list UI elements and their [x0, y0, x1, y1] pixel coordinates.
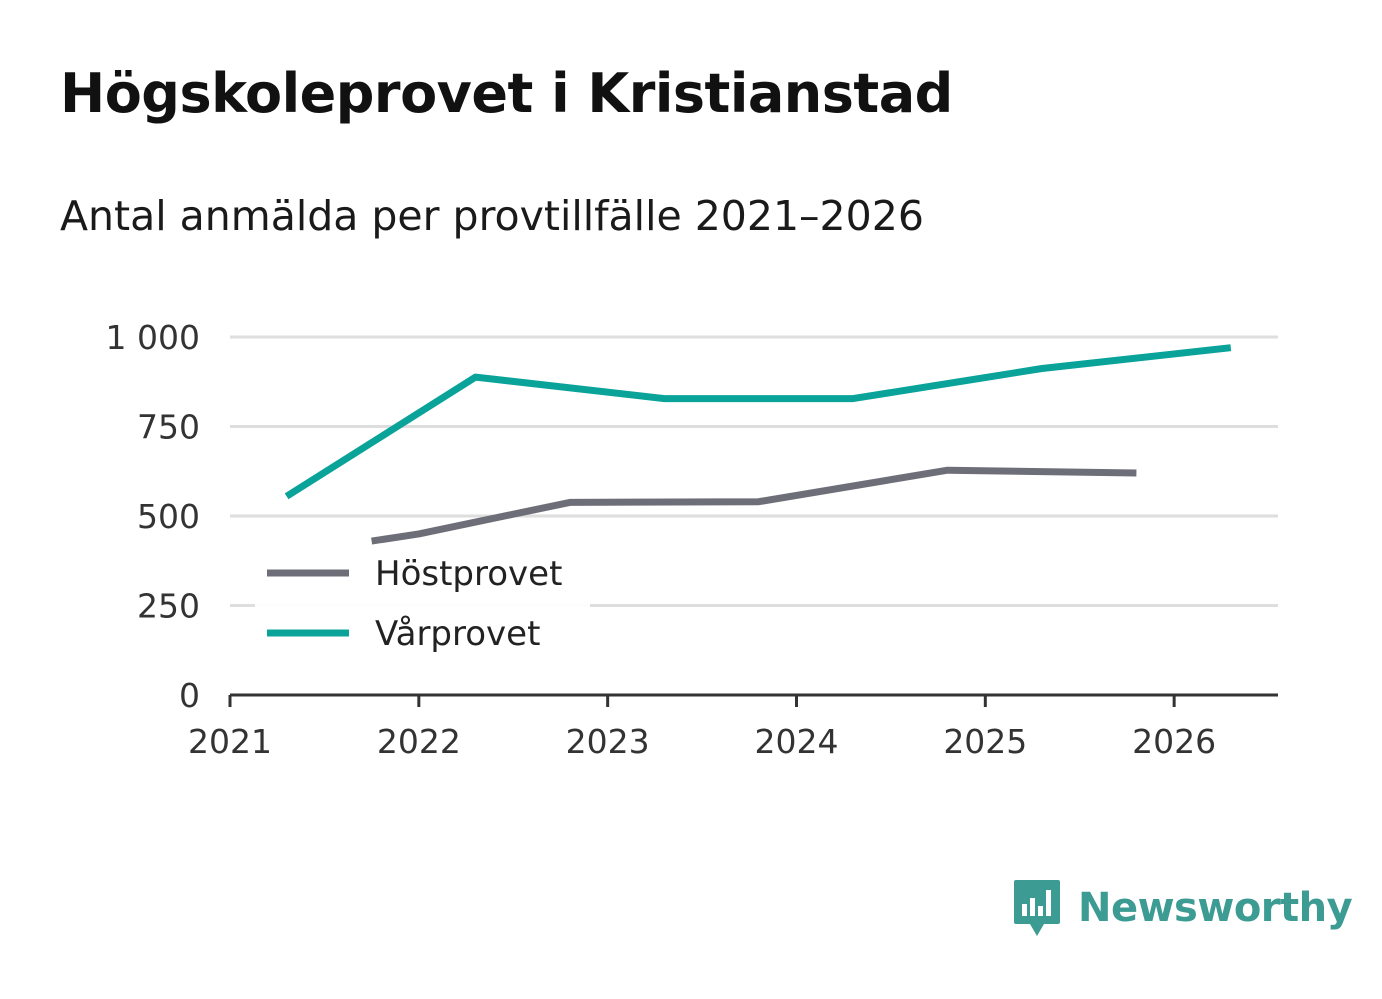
y-tick-label: 1 000 — [106, 318, 200, 357]
y-axis-tick-labels: 0 250 500 750 1 000 — [106, 318, 200, 715]
x-tick-label: 2026 — [1132, 722, 1216, 761]
y-tick-label: 750 — [137, 408, 200, 447]
chart-title: Högskoleprovet i Kristianstad — [60, 62, 953, 125]
y-tick-label: 250 — [137, 587, 200, 626]
x-tick-label: 2021 — [188, 722, 272, 761]
y-tick-label: 500 — [137, 497, 200, 536]
brand-name: Newsworthy — [1078, 885, 1353, 931]
x-tick-label: 2022 — [377, 722, 461, 761]
series-line-varprovet — [284, 344, 1232, 500]
y-tick-label: 0 — [179, 676, 200, 715]
newsworthy-logo-icon — [1014, 880, 1060, 936]
chart-subtitle: Antal anmälda per provtillfälle 2021–202… — [60, 192, 924, 240]
legend-background — [255, 545, 590, 665]
legend-label: Vårprovet — [375, 614, 540, 654]
legend-label: Höstprovet — [375, 554, 562, 594]
series-lines — [284, 344, 1232, 545]
x-tick-label: 2023 — [566, 722, 650, 761]
brand-logo: Newsworthy — [1012, 878, 1353, 938]
x-tick-label: 2024 — [754, 722, 838, 761]
legend: Höstprovet Vårprovet — [255, 545, 590, 665]
series-line-hostprovet — [371, 466, 1137, 545]
x-axis: 2021 2022 2023 2024 2025 2026 — [188, 693, 1278, 761]
x-tick-label: 2025 — [943, 722, 1027, 761]
